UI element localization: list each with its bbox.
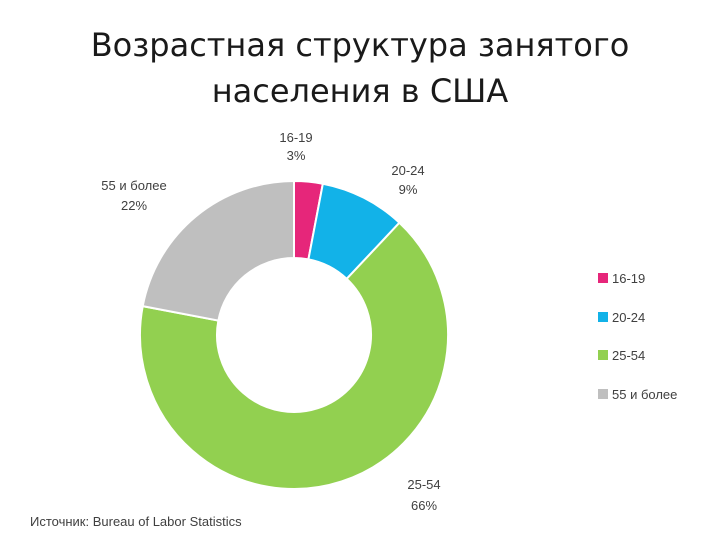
donut-slice-25-54 [139,221,449,490]
title-line-1: Возрастная структура занятого [90,26,630,64]
chart-title: Возрастная структура занятого населения … [60,22,660,114]
legend-swatch-55 [598,389,608,399]
slice-label-55-value: 22% [121,198,147,213]
slice-label-25-54-value: 66% [411,498,437,513]
legend-label-20-24: 20-24 [612,310,645,325]
legend-label-25-54: 25-54 [612,348,645,363]
donut-slice-55 [141,179,295,322]
legend-swatch-16-19 [598,273,608,283]
source-note: Источник: Bureau of Labor Statistics [30,514,242,529]
title-line-2: населения в США [211,72,509,110]
legend-label-16-19: 16-19 [612,271,645,286]
slice-label-20-24-category: 20-24 [391,163,424,178]
slice-label-16-19-value: 3% [287,148,306,163]
slice-label-20-24-value: 9% [399,182,418,197]
legend-swatch-25-54 [598,350,608,360]
donut-slices [139,179,449,490]
legend-label-55: 55 и более [612,387,677,402]
chart-legend: 16-19 20-24 25-54 55 и более [598,271,677,402]
legend-swatch-20-24 [598,312,608,322]
slice-label-16-19-category: 16-19 [279,130,312,145]
slice-label-55-category: 55 и более [101,178,166,193]
slice-label-25-54-category: 25-54 [407,477,440,492]
